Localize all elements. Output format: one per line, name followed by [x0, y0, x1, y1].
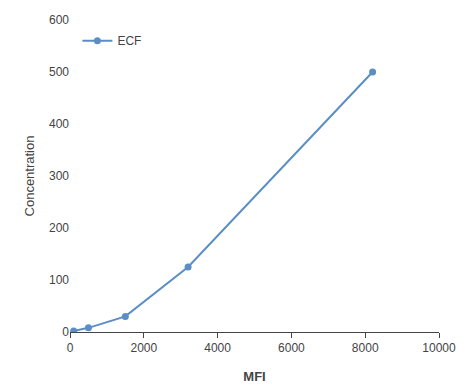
svg-text:300: 300: [49, 169, 69, 183]
svg-text:10000: 10000: [422, 341, 456, 355]
svg-text:MFI: MFI: [243, 369, 265, 384]
svg-text:0: 0: [67, 341, 74, 355]
svg-text:200: 200: [49, 221, 69, 235]
svg-text:4000: 4000: [204, 341, 231, 355]
svg-text:500: 500: [49, 65, 69, 79]
svg-text:0: 0: [62, 325, 69, 339]
svg-text:2000: 2000: [130, 341, 157, 355]
svg-text:6000: 6000: [278, 341, 305, 355]
svg-text:100: 100: [49, 273, 69, 287]
svg-text:Concentration: Concentration: [22, 136, 37, 217]
svg-text:600: 600: [49, 13, 69, 27]
svg-text:ECF: ECF: [117, 34, 141, 48]
svg-text:400: 400: [49, 117, 69, 131]
svg-text:8000: 8000: [352, 341, 379, 355]
